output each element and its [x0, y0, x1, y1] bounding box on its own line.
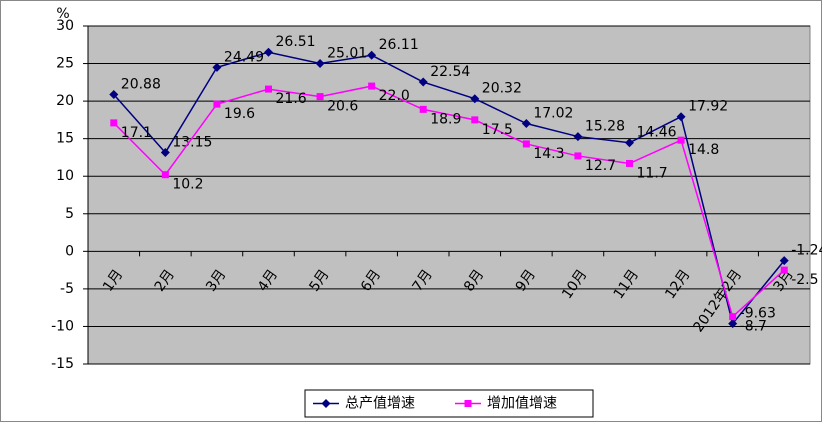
data-point [780, 266, 788, 274]
y-unit: % [56, 6, 69, 22]
data-label: 11.7 [637, 165, 668, 181]
data-label: 14.8 [688, 142, 719, 158]
data-label: 21.6 [276, 91, 307, 107]
data-point [625, 138, 634, 148]
data-point [728, 319, 738, 329]
data-label: 17.02 [533, 105, 573, 121]
data-label: -1.24 [791, 243, 822, 259]
data-label: 22.0 [379, 88, 410, 104]
data-point [110, 119, 118, 127]
data-point [779, 256, 789, 266]
data-label: -9.63 [740, 306, 776, 322]
y-tick-label: 15 [56, 131, 74, 147]
data-point [315, 58, 325, 68]
data-point [522, 140, 530, 148]
data-label: 22.54 [430, 64, 470, 80]
data-point [574, 152, 582, 160]
data-point [521, 118, 531, 128]
data-label: 17.92 [688, 99, 728, 115]
data-label: 26.51 [276, 34, 316, 50]
data-label: 17.1 [121, 125, 152, 141]
legend-marker [321, 399, 331, 408]
data-label: 15.28 [585, 119, 625, 135]
y-tick-label: 20 [56, 93, 74, 109]
data-point [573, 132, 583, 142]
data-point [470, 94, 480, 104]
data-point [265, 85, 272, 93]
data-label: 20.32 [482, 81, 522, 97]
data-label: 13.15 [172, 135, 212, 151]
data-point [367, 50, 377, 60]
data-point [626, 159, 633, 167]
data-point [676, 112, 686, 122]
legend-label: 总产值增速 [345, 396, 415, 412]
series-line [113, 51, 785, 326]
data-label: 17.5 [482, 122, 513, 138]
y-tick-label: 25 [56, 56, 74, 72]
data-point [213, 100, 221, 108]
data-label: 20.88 [121, 77, 161, 93]
data-point [729, 313, 737, 321]
y-tick-label: 10 [56, 168, 74, 184]
data-label: 14.3 [533, 146, 564, 162]
data-point [368, 82, 376, 90]
data-label: 26.11 [379, 37, 419, 53]
legend-marker [464, 400, 472, 407]
y-tick-label: 0 [65, 243, 74, 259]
data-point [160, 148, 170, 158]
data-label: 19.6 [224, 106, 255, 122]
y-tick-label: 30 [56, 18, 74, 34]
data-label: 24.49 [224, 49, 264, 65]
legend-label: 增加值增速 [487, 396, 557, 412]
data-label: 12.7 [585, 158, 616, 174]
series-line [113, 85, 785, 319]
y-tick-label: -5 [60, 281, 74, 297]
data-label: 18.9 [430, 111, 461, 127]
data-point [316, 93, 324, 101]
data-point [471, 116, 479, 124]
data-label: -8.7 [740, 319, 767, 335]
data-label: -2.5 [791, 272, 818, 288]
data-point [418, 77, 428, 87]
y-tick-label: 5 [65, 206, 74, 222]
data-label: 14.46 [637, 125, 677, 141]
data-point [677, 136, 685, 144]
data-point [264, 47, 273, 57]
data-label: 10.2 [172, 177, 203, 193]
data-label: 25.01 [327, 45, 367, 61]
y-tick-label: -10 [51, 318, 74, 334]
data-point [161, 171, 169, 179]
data-point [109, 90, 119, 100]
data-point [212, 62, 222, 72]
data-point [419, 105, 427, 113]
legend-box [304, 389, 594, 418]
data-label: 20.6 [327, 99, 358, 115]
y-tick-label: -15 [51, 356, 74, 372]
